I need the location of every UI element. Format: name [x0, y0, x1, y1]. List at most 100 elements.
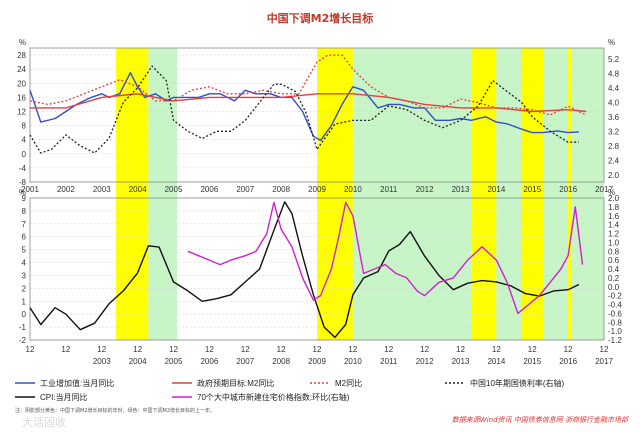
x-tick-year-12: 2013: [452, 357, 470, 366]
y-right-tick-1-1: 1.8: [608, 203, 620, 212]
series-line-0-2: [29, 54, 587, 116]
shaded-period-0: [116, 48, 149, 340]
y-left-tick-0-7: 0: [22, 150, 27, 159]
series-lines: [29, 54, 587, 339]
y-right-tick-0-0: 5.2: [608, 55, 620, 64]
series-line-0-0: [29, 71, 579, 142]
y-right-tick-1-12: -0.4: [608, 301, 622, 310]
x-tick-top-2: 2003: [93, 185, 111, 194]
legend-label-m2: M2同比: [335, 378, 362, 388]
panel-frame-1: [29, 197, 605, 341]
shaded-period-2: [317, 48, 353, 340]
x-tick-year-13: 2014: [487, 357, 505, 366]
x-tick-year-15: 2016: [559, 357, 577, 366]
y-left-unit-0: %: [19, 38, 26, 47]
y-right-tick-1-4: 1.2: [608, 230, 620, 239]
y-right-unit-0: %: [608, 38, 615, 47]
x-tick-year-11: 2012: [416, 357, 434, 366]
y-right-tick-1-2: 1.6: [608, 212, 620, 221]
chart-note: 注：阴影部分黄色：中国下调M2增长目标的年份，绿色：中国下调M2增长目标的上一年…: [15, 407, 215, 414]
y-left-tick-1-4: 5: [22, 246, 27, 255]
x-tick-top-11: 2012: [416, 185, 434, 194]
legend-label-bond-yield: 中国10年期国债利率(右轴): [470, 378, 565, 388]
x-tick-month-5: 12: [205, 345, 214, 354]
series-line-0-3: [29, 65, 579, 154]
legend-label-cpi: CPI:当月同比: [40, 392, 88, 402]
y-right-unit-1: %: [608, 188, 615, 197]
shaded-period-9: [571, 48, 604, 340]
y-right-tick-1-16: -1.2: [608, 336, 622, 345]
x-tick-year-14: 2015: [523, 357, 541, 366]
y-right-tick-0-3: 4.0: [608, 98, 620, 107]
y-left-tick-0-2: 20: [17, 79, 26, 88]
x-tick-top-1: 2002: [57, 185, 75, 194]
watermark-text: 大话固收: [22, 415, 66, 429]
x-tick-month-0: 12: [26, 345, 35, 354]
y-left-tick-1-5: 4: [22, 259, 27, 268]
y-right-tick-1-7: 0.6: [608, 256, 620, 265]
y-left-tick-1-1: 8: [22, 207, 27, 216]
series-line-0-1: [30, 93, 587, 113]
x-tick-year-10: 2011: [380, 357, 398, 366]
x-tick-month-13: 12: [492, 345, 501, 354]
y-right-tick-1-3: 1.4: [608, 221, 620, 230]
y-right-tick-1-5: 1.0: [608, 238, 620, 247]
x-tick-top-12: 2013: [452, 185, 470, 194]
x-tick-top-3: 2004: [129, 185, 147, 194]
x-tick-top-16: 2017: [595, 185, 613, 194]
shaded-period-8: [568, 48, 572, 340]
x-tick-month-15: 12: [564, 345, 573, 354]
y-left-tick-1-7: 2: [22, 284, 27, 293]
y-right-tick-1-10: 0.0: [608, 283, 620, 292]
x-tick-top-0: 2001: [21, 185, 39, 194]
x-tick-month-1: 12: [61, 345, 70, 354]
y-right-tick-1-0: 2.0: [608, 194, 620, 203]
y-right-tick-0-7: 2.4: [608, 156, 620, 165]
panel-frame-0: [29, 47, 605, 183]
x-tick-month-4: 12: [169, 345, 178, 354]
x-tick-year-5: 2006: [200, 357, 218, 366]
y-right-tick-1-11: -0.2: [608, 292, 622, 301]
x-tick-month-2: 12: [97, 345, 106, 354]
x-tick-month-11: 12: [420, 345, 429, 354]
x-tick-year-9: 2010: [344, 357, 362, 366]
legend-label-m2-target: 政府预期目标:M2同比: [197, 378, 274, 388]
y-left-tick-0-0: 28: [17, 51, 26, 60]
x-tick-year-2: 2003: [93, 357, 111, 366]
y-right-tick-0-1: 4.8: [608, 69, 620, 78]
y-right-tick-1-8: 0.4: [608, 265, 620, 274]
y-right-tick-1-13: -0.6: [608, 309, 622, 318]
shaded-periods: [116, 48, 604, 340]
x-tick-month-14: 12: [528, 345, 537, 354]
y-left-tick-1-8: 1: [22, 297, 27, 306]
y-left-tick-1-0: 9: [22, 194, 27, 203]
x-tick-month-3: 12: [133, 345, 142, 354]
x-tick-top-10: 2011: [380, 185, 398, 194]
y-left-tick-0-6: 4: [22, 136, 27, 145]
shaded-period-5: [496, 48, 522, 340]
legend-label-industrial: 工业增加值:当月同比: [40, 378, 114, 388]
y-left-tick-1-3: 6: [22, 233, 27, 242]
x-tick-top-6: 2007: [236, 185, 254, 194]
shaded-period-1: [148, 48, 178, 340]
x-tick-month-12: 12: [456, 345, 465, 354]
y-right-tick-1-15: -1.0: [608, 327, 622, 336]
y-right-tick-0-4: 3.6: [608, 113, 620, 122]
x-tick-top-5: 2006: [200, 185, 218, 194]
series-line-1-1: [187, 201, 584, 315]
x-tick-top-4: 2005: [165, 185, 183, 194]
x-tick-month-6: 12: [241, 345, 250, 354]
x-tick-top-15: 2016: [559, 185, 577, 194]
x-tick-year-7: 2008: [272, 357, 290, 366]
shaded-period-7: [543, 48, 569, 340]
y-left-tick-0-8: -4: [19, 164, 27, 173]
shaded-period-3: [352, 48, 472, 340]
y-left-tick-0-4: 12: [17, 107, 26, 116]
x-tick-month-8: 12: [313, 345, 322, 354]
legend-label-house-price: 70个大中城市新建住宅价格指数:环比(右轴): [197, 392, 350, 402]
x-tick-month-10: 12: [384, 345, 393, 354]
y-right-tick-0-5: 3.2: [608, 127, 620, 136]
x-tick-top-13: 2014: [487, 185, 505, 194]
